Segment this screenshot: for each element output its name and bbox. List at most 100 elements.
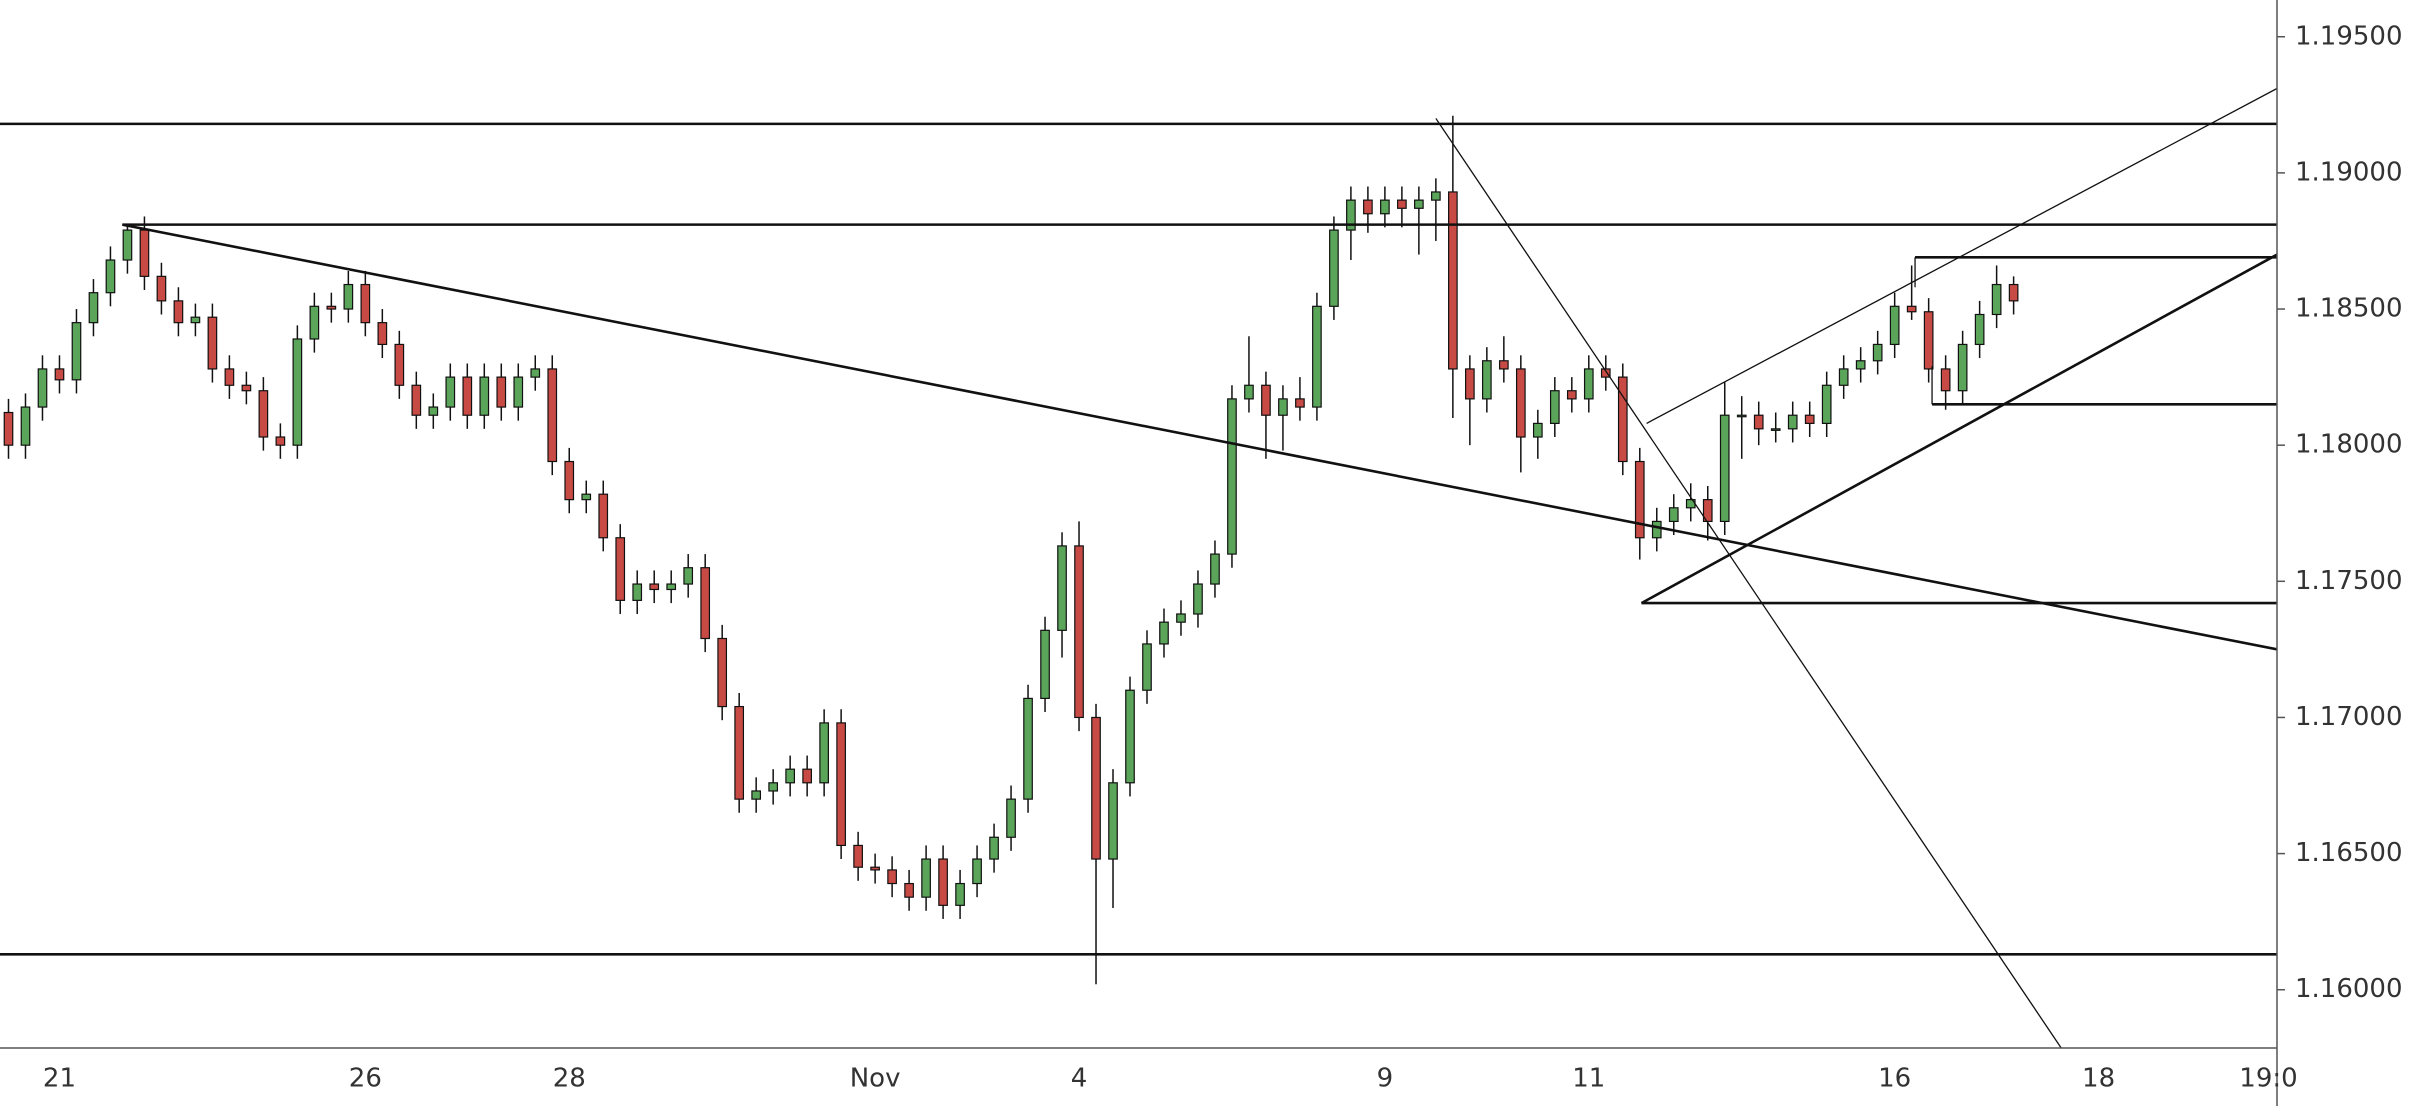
candle-body: [1498, 360, 1509, 370]
candle-body: [496, 376, 507, 408]
candle-body: [1753, 414, 1764, 430]
candle-body: [1566, 390, 1577, 400]
candle-body: [887, 869, 897, 885]
candle-body: [972, 858, 982, 885]
x-tick-label: 11: [1572, 1064, 1605, 1094]
candle-body: [547, 368, 558, 463]
y-tick-label: 1.18000: [2295, 430, 2403, 460]
candle-body: [1668, 507, 1679, 523]
candle-body: [343, 283, 354, 310]
candle-body: [615, 537, 626, 601]
candle-body: [1346, 199, 1356, 231]
candle-body: [105, 259, 116, 294]
candle-body: [122, 229, 133, 261]
drawing-line: [1435, 118, 2062, 1048]
candle-body: [853, 844, 863, 868]
candle-body: [530, 368, 541, 378]
candle-body: [224, 368, 235, 386]
candle-body: [2008, 283, 2019, 302]
candle-body: [1448, 191, 1458, 370]
candle-body: [462, 376, 473, 416]
candle-body: [1312, 305, 1322, 408]
candle-body: [1974, 313, 1985, 346]
candle-body: [581, 493, 592, 501]
candle-body: [411, 384, 422, 416]
y-tick-label: 1.17500: [2295, 566, 2403, 596]
candle-body: [326, 305, 337, 310]
x-tick-label: 28: [553, 1064, 586, 1094]
candle-body: [1176, 613, 1186, 623]
candle-body: [20, 406, 31, 446]
candle-body: [1872, 343, 1883, 362]
candle-body: [428, 406, 439, 416]
candle-body: [785, 768, 796, 784]
candle-body: [479, 376, 490, 416]
candle-body: [241, 384, 252, 392]
candle-body: [1736, 414, 1747, 418]
candle-body: [1091, 716, 1101, 860]
candle-body: [989, 836, 999, 860]
candle-body: [938, 858, 948, 906]
candle-body: [751, 790, 762, 800]
candle-body: [1906, 305, 1917, 313]
candle-body: [870, 866, 880, 871]
candle-body: [309, 305, 320, 340]
y-tick-label: 1.19500: [2295, 21, 2403, 51]
candle-body: [88, 292, 99, 324]
candle-body: [1295, 398, 1305, 408]
candle-body: [1159, 621, 1169, 645]
candle-body: [445, 376, 456, 408]
candle-body: [258, 390, 269, 438]
candle-body: [275, 436, 286, 446]
candle-body: [1532, 422, 1543, 438]
candle-body: [377, 322, 388, 346]
candle-body: [1142, 643, 1152, 691]
candle-body: [1855, 360, 1866, 370]
candle-body: [1040, 629, 1050, 699]
candle-body: [1549, 390, 1560, 424]
candle-body: [836, 722, 846, 847]
candle-body: [1702, 499, 1713, 523]
candle-body: [156, 275, 167, 302]
candles: [3, 115, 2019, 985]
candle-body: [1210, 553, 1220, 585]
candle-body: [1057, 545, 1067, 631]
axes: 1.16000 1.16500 1.17000 1.17500 1.18000 1.185…: [43, 21, 2403, 1093]
candle-body: [1465, 368, 1475, 400]
candle-body: [564, 460, 575, 501]
candle-body: [1923, 311, 1934, 370]
candle-body: [173, 300, 184, 324]
drawing-line: [122, 223, 2277, 651]
candle-body: [955, 882, 965, 906]
candle-body: [1821, 384, 1832, 424]
y-tick-label: 1.16000: [2295, 974, 2403, 1004]
drawing-line: [1646, 87, 2277, 424]
candle-body: [1889, 305, 1900, 346]
y-tick-label: 1.17000: [2295, 702, 2403, 732]
candle-body: [1363, 199, 1373, 215]
candle-body: [190, 316, 201, 324]
candle-body: [394, 343, 405, 386]
candle-body: [802, 768, 812, 784]
y-tick-label: 1.19000: [2295, 157, 2403, 187]
candle-body: [1957, 343, 1968, 392]
candle-body: [734, 705, 745, 800]
x-tick-label: 26: [349, 1064, 382, 1094]
candle-body: [37, 368, 48, 408]
candle-body: [1108, 782, 1118, 860]
y-tick-label: 1.16500: [2295, 838, 2403, 868]
candle-body: [717, 637, 728, 708]
candle-body: [1261, 384, 1271, 416]
candle-body: [1244, 384, 1254, 400]
candle-body: [649, 583, 660, 591]
candle-body: [1023, 697, 1033, 800]
candle-body: [1074, 545, 1084, 719]
candle-body: [1787, 414, 1798, 430]
x-tick-label: 4: [1071, 1064, 1088, 1094]
candle-body: [1329, 229, 1339, 307]
drawings: [0, 87, 2277, 1048]
candle-body: [1991, 283, 2002, 316]
candle-body: [1583, 368, 1594, 400]
